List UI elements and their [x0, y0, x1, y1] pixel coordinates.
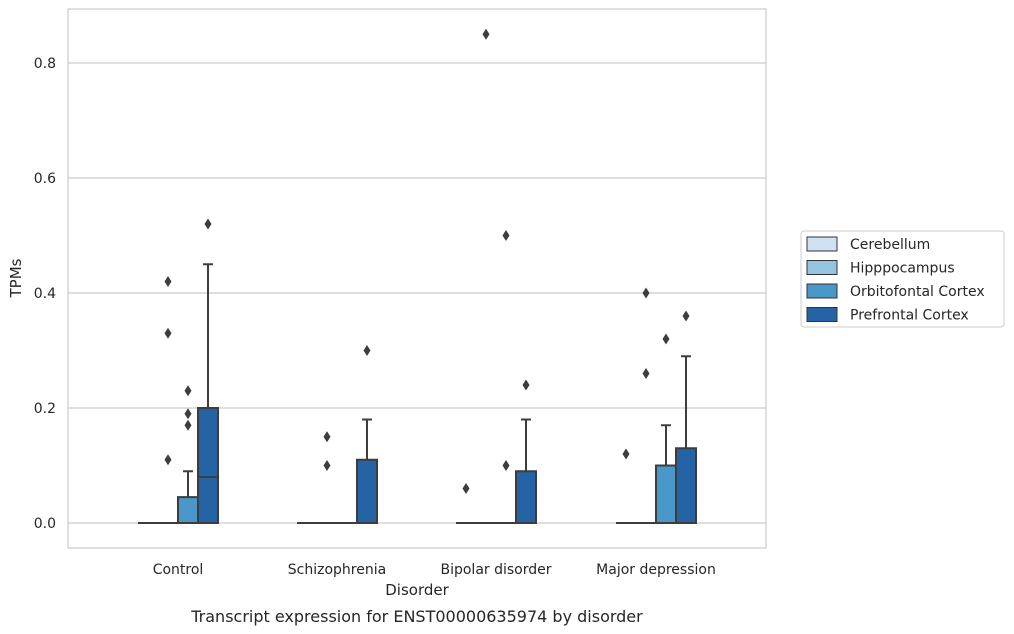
outlier-point: [184, 385, 192, 397]
y-axis-label: TPMs: [7, 258, 25, 298]
box-hipppocampus: [636, 287, 656, 524]
outlier-point: [363, 345, 371, 356]
y-tick-label: 0.2: [34, 401, 56, 417]
box-prefrontal-cortex: [515, 379, 537, 524]
box-body: [655, 464, 677, 524]
box-orbitofontal-cortex: [177, 385, 199, 524]
legend-label: Cerebellum: [850, 237, 930, 253]
box-body: [515, 470, 537, 524]
box-body: [177, 496, 199, 524]
y-tick-label: 0.4: [34, 286, 56, 302]
outlier-point: [323, 431, 331, 443]
box-cerebellum: [456, 483, 476, 524]
outlier-point: [622, 448, 630, 460]
outlier-point: [482, 28, 490, 40]
y-tick-label: 0.8: [34, 56, 56, 72]
outlier-point: [502, 230, 510, 241]
box-prefrontal-cortex: [356, 345, 378, 524]
outlier-point: [502, 460, 510, 471]
outlier-point: [462, 483, 470, 494]
outlier-point: [184, 408, 192, 420]
x-tick-labels: Control Schizophrenia Bipolar disorder Majo…: [153, 562, 716, 578]
chart-caption: Transcript expression for ENST0000063597…: [190, 607, 643, 626]
legend-label: Hipppocampus: [850, 261, 955, 277]
outlier-point: [323, 460, 331, 471]
legend-frame: [800, 230, 1005, 328]
box-hipppocampus: [476, 28, 496, 524]
x-axis-label: Disorder: [385, 581, 449, 599]
box-hipppocampus: [158, 276, 178, 524]
outlier-point: [642, 368, 650, 379]
box-prefrontal-cortex: [197, 218, 219, 524]
box-body: [675, 447, 697, 524]
outlier-point: [642, 287, 650, 299]
box-body: [356, 458, 378, 524]
box-orbitofontal-cortex: [496, 230, 516, 524]
grid-lines: [68, 62, 766, 524]
legend: Cerebellum Hipppocampus Orbitofontal Corte…: [800, 230, 1005, 328]
box-hipppocampus: [317, 431, 337, 524]
legend-swatch: [806, 307, 838, 322]
legend-swatch: [806, 260, 838, 275]
legend-swatch: [806, 283, 838, 299]
plot-frame: [67, 8, 767, 549]
x-tick-label: Bipolar disorder: [440, 562, 551, 578]
outlier-point: [164, 454, 172, 466]
x-tick-label: Major depression: [596, 562, 716, 578]
legend-label: Orbitofontal Cortex: [850, 284, 985, 300]
box-series: [138, 28, 697, 524]
outlier-point: [164, 327, 172, 339]
box-body: [197, 407, 219, 524]
box-orbitofontal-cortex: [655, 333, 677, 524]
y-tick-label: 0.6: [34, 171, 56, 187]
outlier-point: [204, 218, 212, 230]
outlier-point: [682, 310, 690, 322]
legend-swatch: [806, 236, 838, 252]
y-tick-labels: 0.0 0.2 0.4 0.6 0.8: [34, 56, 56, 532]
outlier-point: [164, 276, 172, 287]
y-tick-label: 0.0: [34, 516, 56, 532]
x-tick-label: Control: [153, 562, 204, 578]
outlier-point: [662, 333, 670, 345]
outlier-point: [184, 419, 192, 431]
legend-label: Prefrontal Cortex: [850, 308, 969, 324]
x-tick-label: Schizophrenia: [288, 562, 386, 578]
outlier-point: [522, 379, 530, 391]
box-prefrontal-cortex: [675, 310, 697, 524]
box-cerebellum: [616, 448, 636, 524]
